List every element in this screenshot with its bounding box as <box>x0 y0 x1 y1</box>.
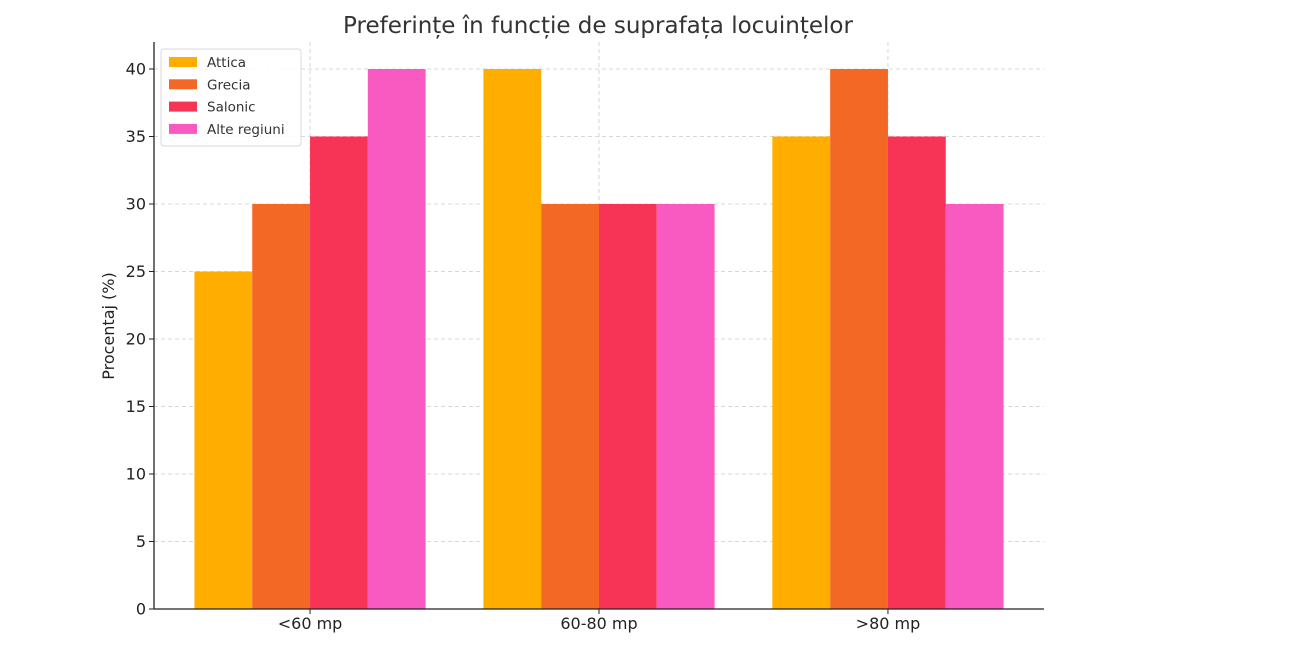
bar <box>367 69 426 609</box>
bar <box>252 204 311 609</box>
legend-label: Alte regiuni <box>207 122 285 138</box>
x-tick-label: >80 mp <box>856 614 921 633</box>
y-tick-label: 15 <box>126 397 146 416</box>
legend-label: Grecia <box>207 77 250 93</box>
legend-label: Attica <box>207 55 246 71</box>
legend-swatch <box>169 79 197 90</box>
chart-title: Preferințe în funcție de suprafața locui… <box>343 13 853 39</box>
bar <box>830 69 888 609</box>
legend-swatch <box>169 123 197 134</box>
x-tick-label: <60 mp <box>278 614 343 633</box>
bar <box>945 204 1004 609</box>
y-tick-label: 30 <box>126 195 146 214</box>
bar <box>310 136 368 609</box>
y-axis-label: Procentaj (%) <box>99 272 118 379</box>
bar <box>656 204 715 609</box>
legend-swatch <box>169 101 197 112</box>
y-tick-label: 40 <box>126 60 146 79</box>
bar <box>772 136 831 609</box>
bar <box>194 271 253 609</box>
bars <box>194 69 1004 609</box>
bar <box>887 136 946 609</box>
legend: Attica Grecia Salonic Alte regiuni <box>160 48 302 147</box>
bar <box>483 69 542 609</box>
y-tick-label: 10 <box>126 465 146 484</box>
y-tick-label: 5 <box>136 532 146 551</box>
y-tick-label: 35 <box>126 127 146 146</box>
bar <box>599 204 657 609</box>
y-tick-label: 25 <box>126 262 146 281</box>
legend-box <box>160 48 302 147</box>
tick-labels: 0 5 10 15 20 25 30 35 40 <60 mp 60-80 mp >80 mp <box>126 60 921 634</box>
legend-swatch <box>169 57 197 67</box>
y-tick-label: 0 <box>136 600 146 619</box>
x-tick-label: 60-80 mp <box>560 614 637 633</box>
legend-label: Salonic <box>207 100 256 116</box>
bar <box>541 204 599 609</box>
y-tick-label: 20 <box>126 330 146 349</box>
